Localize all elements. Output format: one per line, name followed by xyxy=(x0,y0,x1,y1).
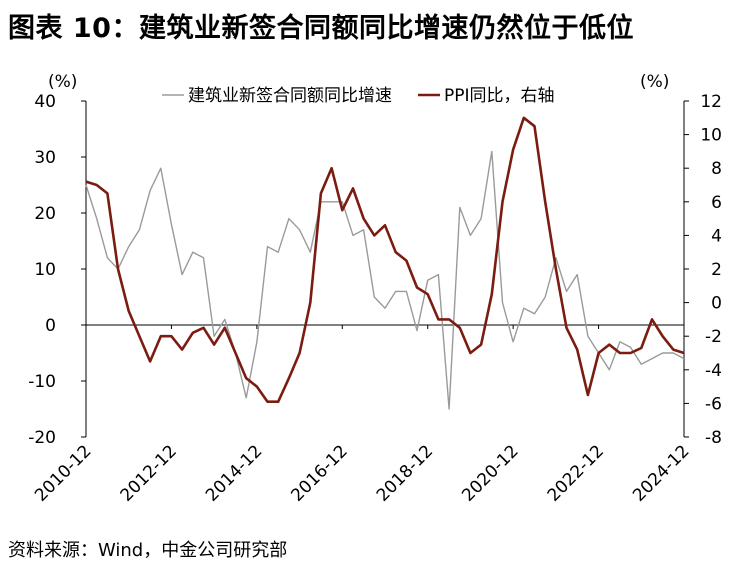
left-tick-label: 0 xyxy=(45,316,56,336)
right-tick-label: 10 xyxy=(700,126,722,146)
x-tick-label: 2022-12 xyxy=(544,441,608,505)
right-tick-label: 6 xyxy=(711,193,722,213)
source-note: 资料来源：Wind，中金公司研究部 xyxy=(8,540,288,561)
left-tick-label: -20 xyxy=(28,428,56,448)
x-tick-label: 2024-12 xyxy=(629,441,693,505)
series-line-contracts xyxy=(85,150,685,410)
right-tick-label: -6 xyxy=(705,394,722,414)
right-unit-label: (%) xyxy=(640,72,669,92)
right-tick-label: 12 xyxy=(700,92,722,112)
legend: 建筑业新签合同额同比增速 PPI同比，右轴 xyxy=(162,86,555,106)
x-tick-label: 2020-12 xyxy=(458,441,522,505)
left-tick-label: 20 xyxy=(34,204,56,224)
x-tick-label: 2014-12 xyxy=(202,441,266,505)
right-tick-label: 0 xyxy=(711,294,722,314)
right-tick-label: 2 xyxy=(711,260,722,280)
left-tick-label: 30 xyxy=(34,148,56,168)
right-tick-label: 8 xyxy=(711,159,722,179)
series-lines xyxy=(85,116,685,410)
left-tick-label: 40 xyxy=(34,92,56,112)
series-line-ppi xyxy=(85,116,685,404)
chart-title: 图表 10：建筑业新签合同额同比增速仍然位于低位 xyxy=(8,13,634,44)
left-tick-label: -10 xyxy=(28,372,56,392)
left-tick-label: 10 xyxy=(34,260,56,280)
legend-label: 建筑业新签合同额同比增速 xyxy=(188,86,392,106)
right-tick-label: -8 xyxy=(705,428,722,448)
right-tick-label: 4 xyxy=(711,226,722,246)
legend-label: PPI同比，右轴 xyxy=(444,86,555,106)
right-tick-label: -2 xyxy=(705,327,722,347)
right-tick-label: -4 xyxy=(705,361,722,381)
x-tick-label: 2010-12 xyxy=(31,441,95,505)
left-unit-label: (%) xyxy=(48,72,77,92)
x-tick-label: 2018-12 xyxy=(373,441,437,505)
x-tick-label: 2016-12 xyxy=(287,441,351,505)
x-tick-label: 2012-12 xyxy=(117,441,181,505)
